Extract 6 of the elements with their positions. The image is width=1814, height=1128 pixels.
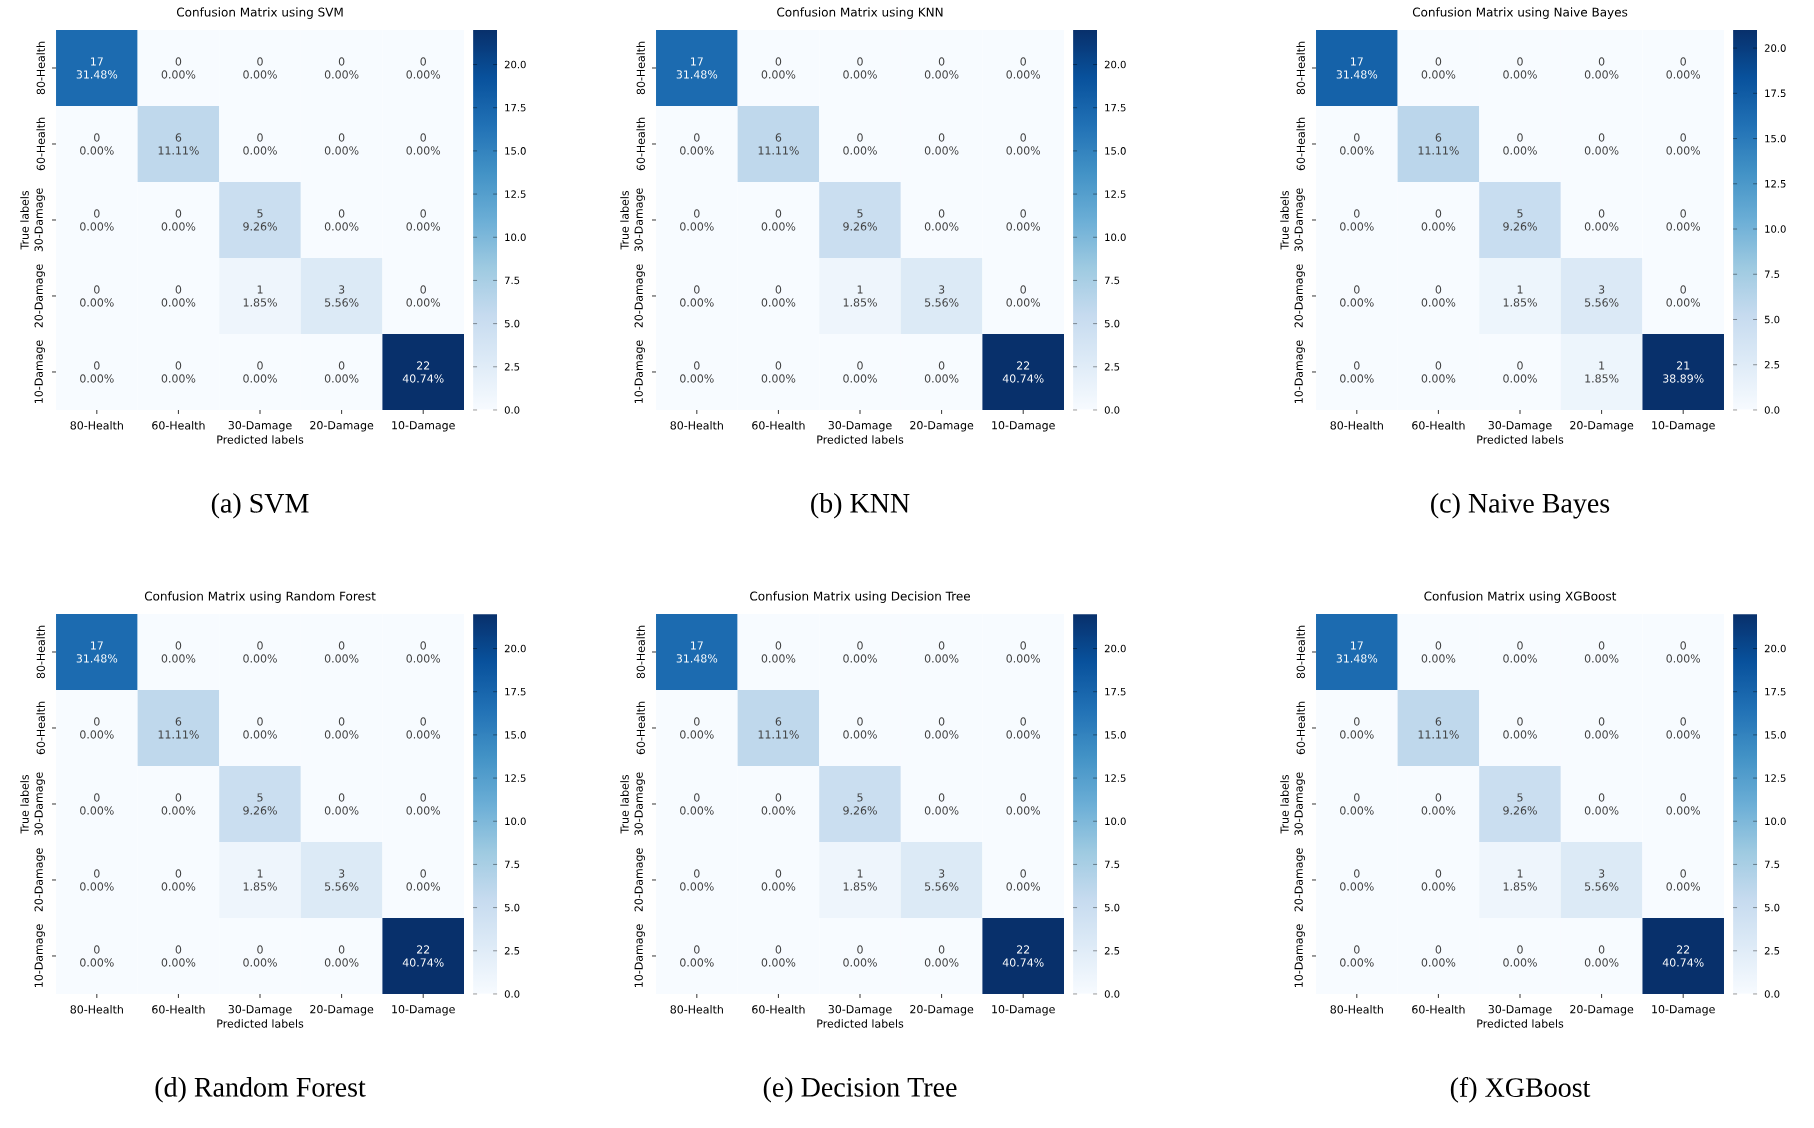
text: (c) Naive Bayes <box>1431 493 1610 519</box>
text: (e) Decision Tree <box>763 1077 957 1103</box>
text: (b) KNN <box>811 493 910 519</box>
text: (f) XGBoost <box>1450 1077 1591 1103</box>
text: (a) SVM <box>211 493 309 519</box>
text: (d) Random Forest <box>155 1077 366 1103</box>
